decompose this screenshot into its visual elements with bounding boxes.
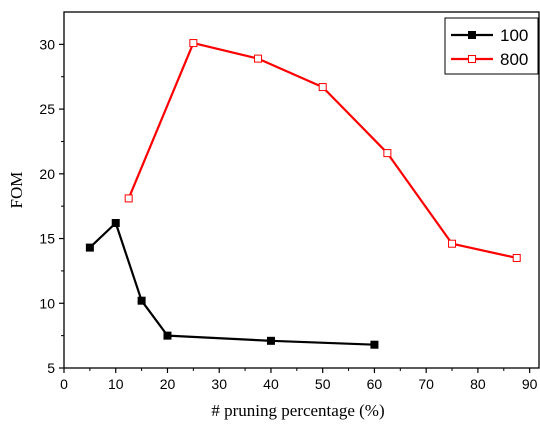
series-800-line xyxy=(127,41,517,260)
y-tick-label: 25 xyxy=(39,101,55,117)
axis-ticks: 0 10 20 30 40 50 60 70 80 90 5 10 15 20 25 30 xyxy=(39,36,537,392)
plot-frame xyxy=(63,11,540,369)
series-100-point xyxy=(370,340,379,349)
series-800-point xyxy=(189,39,198,48)
y-tick-label: 10 xyxy=(39,295,55,311)
x-tick-label: 40 xyxy=(263,376,279,392)
series-100-line xyxy=(89,221,375,346)
series-100-point xyxy=(163,331,172,340)
x-tick-label: 10 xyxy=(108,376,124,392)
series-800-point xyxy=(448,239,457,248)
x-tick-label: 0 xyxy=(60,376,68,392)
x-tick-label: 60 xyxy=(367,376,383,392)
series-800-point xyxy=(383,149,392,158)
y-tick-label: 5 xyxy=(47,360,55,376)
y-tick-label: 15 xyxy=(39,231,55,247)
legend-marker-800 xyxy=(468,55,476,63)
legend-marker-100 xyxy=(468,31,476,39)
series-100-point xyxy=(266,336,275,345)
x-tick-label: 30 xyxy=(211,376,227,392)
y-tick-label: 30 xyxy=(39,36,55,52)
legend-label-100: 100 xyxy=(500,26,528,45)
x-tick-label: 90 xyxy=(522,376,538,392)
x-tick-label: 80 xyxy=(470,376,486,392)
y-tick-label: 20 xyxy=(39,166,55,182)
x-tick-label: 50 xyxy=(315,376,331,392)
y-axis-title: FOM xyxy=(7,172,26,209)
series-100-point xyxy=(137,296,146,305)
series-100-point xyxy=(111,219,120,228)
series-800-point xyxy=(254,54,263,63)
legend-label-800: 800 xyxy=(500,50,528,69)
series-800-point xyxy=(124,194,133,203)
x-axis-title: # pruning percentage (%) xyxy=(211,401,384,420)
legend-box xyxy=(444,17,539,75)
series-800-point xyxy=(512,253,521,262)
series-800-point xyxy=(318,83,327,92)
x-tick-label: 20 xyxy=(160,376,176,392)
x-tick-label: 70 xyxy=(418,376,434,392)
series-100-point xyxy=(85,243,94,252)
plot-layer xyxy=(85,39,521,349)
